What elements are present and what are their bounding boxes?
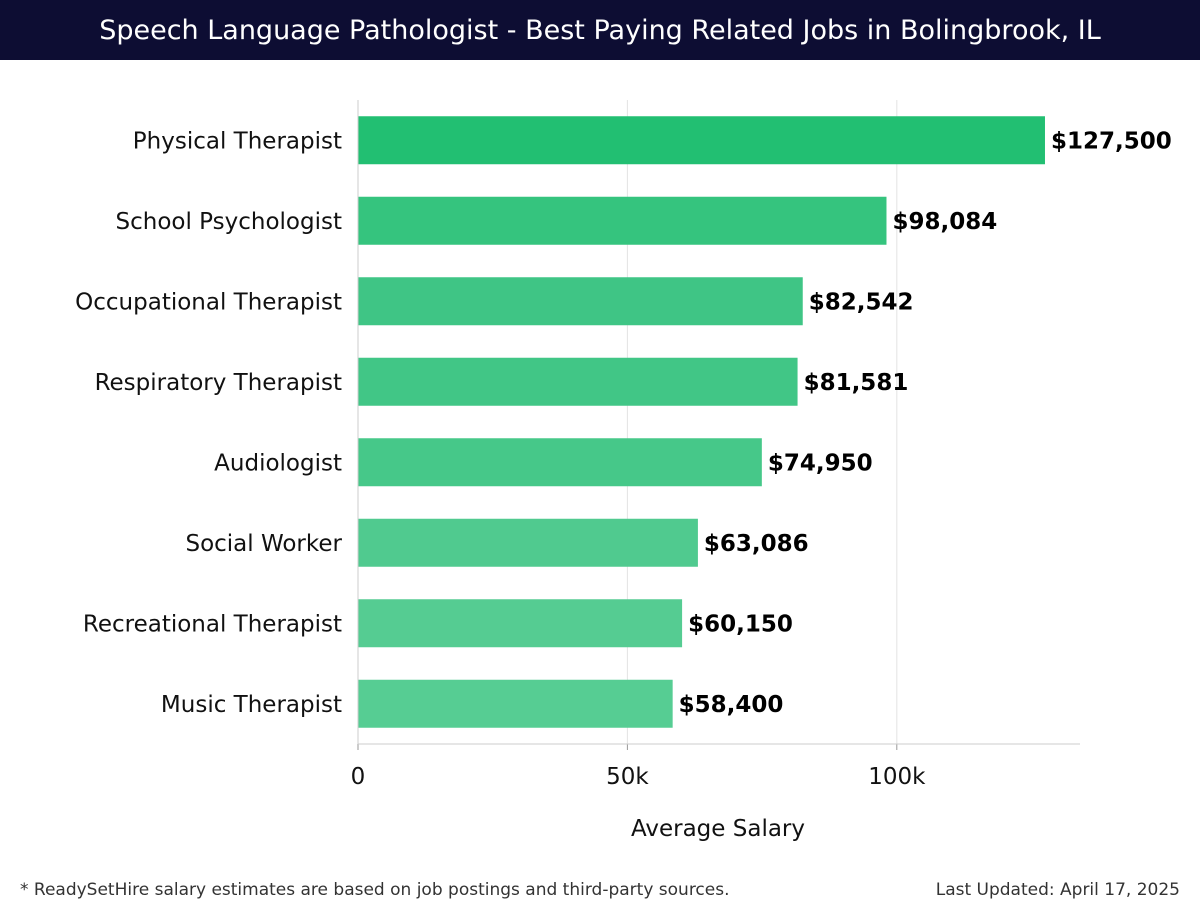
bar [358,518,698,567]
bars [358,116,1045,728]
x-tick-label: 100k [868,764,926,790]
value-label: $81,581 [804,370,909,396]
value-label: $58,400 [679,692,784,718]
value-label: $63,086 [704,531,809,557]
x-axis: 0 50k 100k [351,100,1080,790]
bar [358,679,673,728]
footnote: * ReadySetHire salary estimates are base… [20,880,730,900]
category-label: Physical Therapist [133,128,342,154]
value-label: $98,084 [892,209,997,235]
category-label: Occupational Therapist [75,289,342,315]
x-axis-title: Average Salary [631,816,805,842]
category-label: Music Therapist [161,692,342,718]
labels: Physical Therapist $127,500 School Psychol… [75,128,1172,718]
last-updated: Last Updated: April 17, 2025 [935,880,1180,900]
category-label: Respiratory Therapist [95,370,342,396]
bar [358,599,683,648]
value-label: $74,950 [768,450,873,476]
bar [358,438,762,487]
category-label: Social Worker [185,531,342,557]
category-label: Audiologist [214,450,342,476]
x-tick-label: 0 [351,764,366,790]
bar [358,357,798,406]
value-label: $82,542 [809,289,914,315]
category-label: Recreational Therapist [83,611,342,637]
bar [358,196,887,245]
value-label: $127,500 [1051,128,1172,154]
bar [358,116,1045,165]
category-label: School Psychologist [116,209,342,235]
chart-title: Speech Language Pathologist - Best Payin… [0,0,1200,60]
bar [358,277,803,326]
x-tick-label: 50k [606,764,649,790]
value-label: $60,150 [688,611,793,637]
grid-lines [357,100,898,744]
